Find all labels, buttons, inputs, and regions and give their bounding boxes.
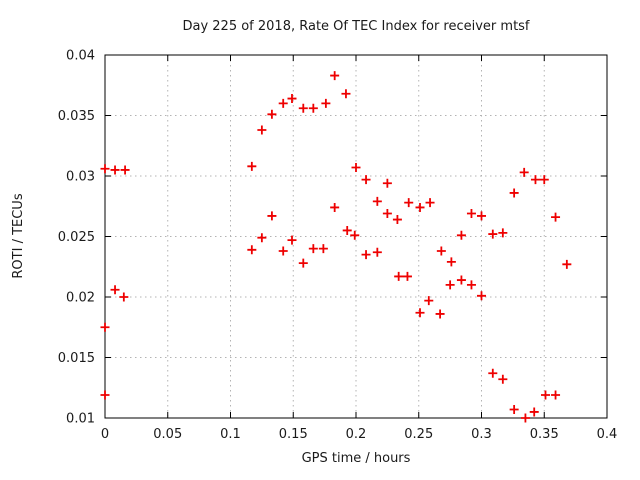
data-point-marker [119,292,129,302]
grid-lines [105,55,607,418]
data-point-marker [382,178,392,188]
data-point-marker [562,259,572,269]
data-point-marker [247,161,257,171]
data-point-marker [351,163,361,173]
data-point-marker [318,244,328,254]
data-point-marker [488,368,498,378]
y-tick-label: 0.025 [58,230,95,245]
data-point-marker [257,233,267,243]
data-point-marker [477,211,486,221]
data-points [100,71,572,423]
chart-title: Day 225 of 2018, Rate Of TEC Index for r… [182,19,529,34]
data-point-marker [372,196,382,206]
data-point-marker [509,405,519,415]
data-point-marker [520,413,530,423]
data-point-marker [257,125,267,135]
data-point-marker [519,167,529,177]
y-tick-label: 0.02 [66,291,95,306]
x-tick-label: 0.05 [153,427,182,442]
data-point-marker [456,230,466,240]
data-point-marker [342,225,352,235]
y-tick-label: 0.04 [66,49,95,64]
data-point-marker [100,322,110,332]
data-point-marker [404,198,414,208]
data-point-marker [551,390,561,400]
data-point-marker [308,103,318,113]
data-point-marker [498,228,508,238]
data-point-marker [382,209,392,219]
data-point-marker [392,215,402,225]
data-point-marker [110,165,120,175]
x-tick-label: 0.3 [471,427,492,442]
data-point-marker [278,246,288,256]
data-point-marker [330,202,340,212]
data-point-marker [298,258,308,268]
x-axis-label: GPS time / hours [302,451,411,466]
data-point-marker [372,247,382,257]
data-point-marker [498,374,508,384]
axis-ticks [104,54,608,419]
data-point-marker [415,308,425,318]
data-point-marker [350,230,360,240]
x-tick-label: 0.1 [220,427,241,442]
data-point-marker [488,229,498,239]
x-tick-label: 0.25 [404,427,433,442]
data-point-marker [308,244,318,254]
data-point-marker [267,109,277,119]
data-point-marker [436,246,446,256]
data-point-marker [247,245,257,255]
data-point-marker [287,94,297,104]
tick-labels: 0 0.05 0.1 0.15 0.2 0.25 0.3 0.35 0.4 0.01 0.015 0.… [58,49,618,443]
data-point-marker [100,164,110,174]
data-point-marker [298,103,308,113]
data-point-marker [529,407,539,417]
data-point-marker [466,280,476,290]
data-point-marker [539,175,549,185]
y-tick-label: 0.01 [66,412,95,427]
data-point-marker [424,296,434,306]
data-point-marker [435,309,445,319]
data-point-marker [415,202,425,212]
data-point-marker [287,235,297,245]
x-tick-label: 0.2 [346,427,367,442]
data-point-marker [267,211,277,221]
data-point-marker [425,198,435,208]
x-tick-label: 0.35 [530,427,559,442]
data-point-marker [445,280,455,290]
y-tick-label: 0.035 [58,109,95,124]
data-point-marker [110,285,120,295]
y-axis-label: ROTI / TECUs [11,193,26,278]
data-point-marker [361,250,371,260]
data-point-marker [456,275,466,285]
x-tick-label: 0.15 [279,427,308,442]
data-point-marker [321,98,331,108]
data-point-marker [541,390,551,400]
data-point-marker [446,257,456,267]
data-point-marker [278,98,288,108]
x-tick-label: 0.4 [597,427,618,442]
data-point-marker [361,175,371,185]
data-point-marker [100,390,110,400]
data-point-marker [509,188,519,198]
data-point-marker [402,271,412,281]
data-point-marker [341,89,351,99]
data-point-marker [394,271,404,281]
data-point-marker [477,291,486,301]
data-point-marker [330,71,340,81]
data-point-marker [551,212,561,222]
x-tick-label: 0 [101,427,109,442]
y-tick-label: 0.015 [58,351,95,366]
y-tick-label: 0.03 [66,170,95,185]
data-point-marker [466,209,476,219]
data-point-marker [120,165,130,175]
data-point-marker [530,175,540,185]
